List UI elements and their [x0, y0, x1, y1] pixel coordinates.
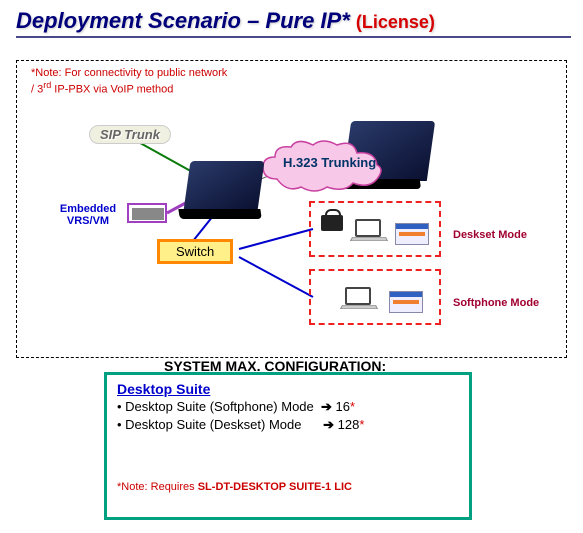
- app-window-icon: [395, 223, 429, 245]
- title-main: Deployment Scenario – Pure IP*: [16, 8, 350, 33]
- sip-trunk-label: SIP Trunk: [89, 125, 171, 144]
- phone-icon: [321, 215, 343, 231]
- config-line-2: • Desktop Suite (Deskset) Mode ➔ 128*: [117, 417, 459, 433]
- diagram-container: *Note: For connectivity to public networ…: [16, 60, 567, 358]
- embedded-label: Embedded VRS/VM: [53, 203, 123, 227]
- softphone-mode-label: Softphone Mode: [453, 297, 539, 309]
- deskset-mode-label: Deskset Mode: [453, 229, 527, 241]
- switch-label: Switch: [157, 239, 233, 264]
- vrs-device-icon: [127, 203, 167, 223]
- laptop-icon: [351, 219, 387, 245]
- page-title: Deployment Scenario – Pure IP* (License): [16, 8, 571, 38]
- deskset-box: [309, 201, 441, 257]
- title-license: (License): [356, 12, 435, 32]
- laptop-icon: [341, 287, 377, 313]
- config-heading: Desktop Suite: [117, 381, 459, 397]
- softphone-box: [309, 269, 441, 325]
- diagram-note: *Note: For connectivity to public networ…: [31, 67, 231, 97]
- config-line-1: • Desktop Suite (Softphone) Mode ➔ 16*: [117, 399, 459, 415]
- config-box: Desktop Suite • Desktop Suite (Softphone…: [104, 372, 472, 520]
- app-window-icon: [389, 291, 423, 313]
- server-icon-main: [183, 161, 264, 211]
- h323-label: H.323 Trunking: [283, 155, 376, 170]
- config-note: *Note: Requires SL-DT-DESKTOP SUITE-1 LI…: [117, 481, 459, 493]
